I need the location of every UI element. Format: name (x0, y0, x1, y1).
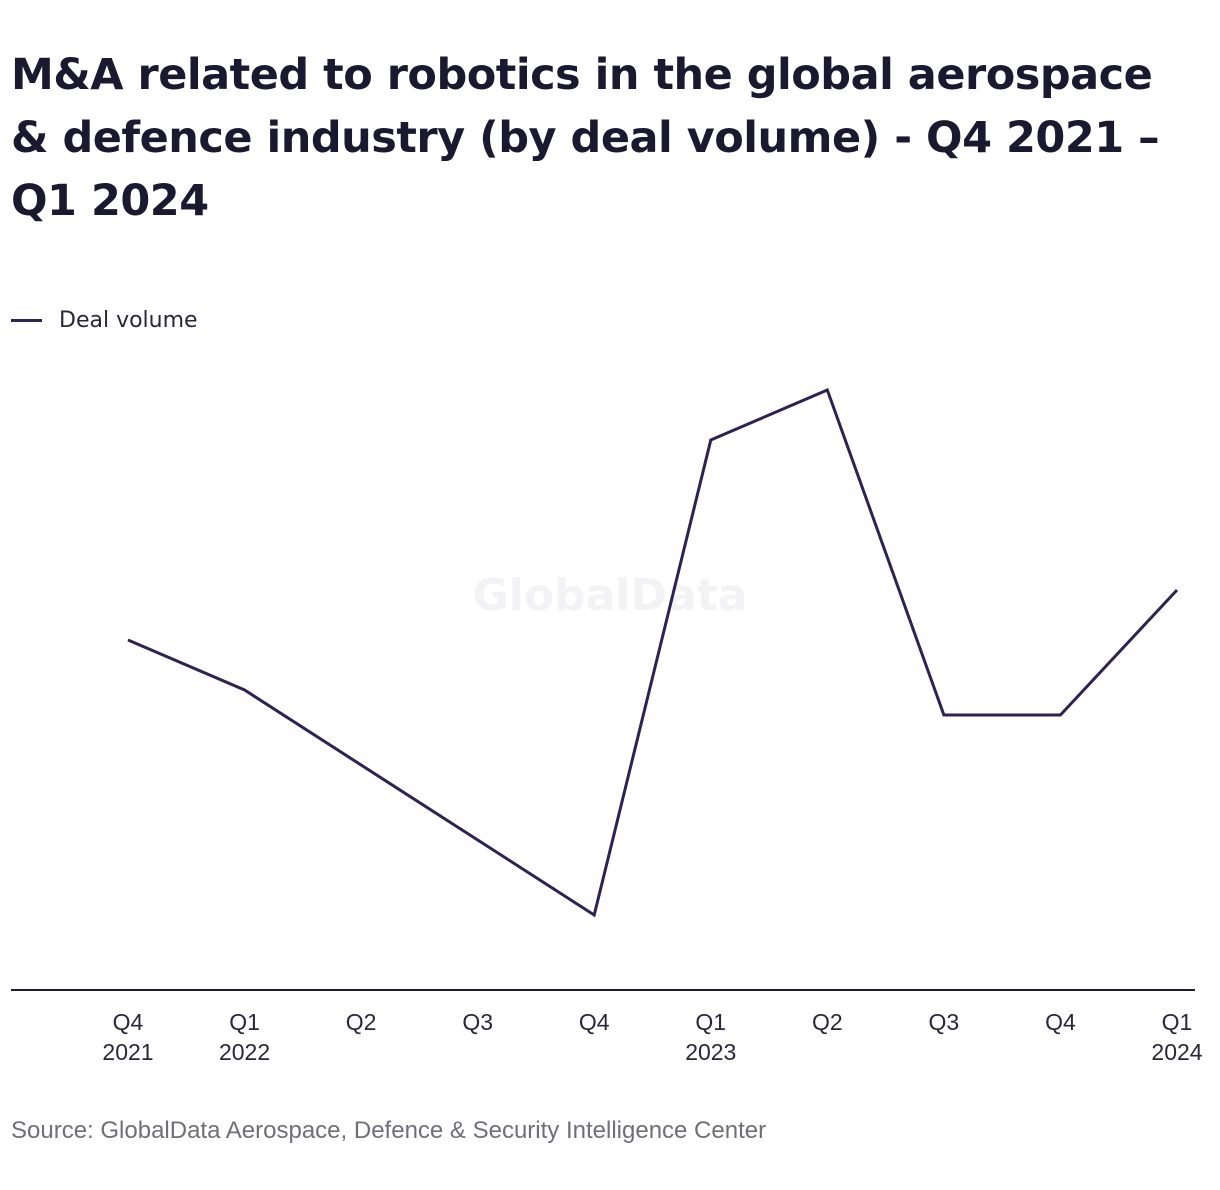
x-tick-label: Q3 (929, 1009, 960, 1035)
x-tick-label: 2021 (102, 1039, 153, 1065)
data-point (472, 834, 484, 846)
legend-swatch-deal-volume (11, 319, 42, 322)
data-point (122, 634, 134, 646)
legend-label-deal-volume: Deal volume (59, 308, 198, 333)
x-tick-label: Q1 (229, 1009, 260, 1035)
x-tick-label: Q1 (695, 1009, 726, 1035)
x-tick-label: Q4 (1045, 1009, 1076, 1035)
x-tick-label: Q4 (579, 1009, 610, 1035)
legend: Deal volume (11, 308, 198, 333)
data-point (705, 434, 717, 446)
source-note: Source: GlobalData Aerospace, Defence & … (11, 1117, 767, 1144)
series-line-deal-volume (127, 387, 1179, 918)
data-point (938, 709, 950, 721)
chart-title: M&A related to robotics in the global ae… (11, 50, 1160, 226)
x-tick-label: Q2 (346, 1009, 377, 1035)
watermark: GlobalData (473, 570, 748, 621)
x-tick-labels: Q4 2021 Q1 2022 Q2 Q3 Q4 Q1 2023 Q2 Q3 Q4 Q1 2024 (102, 1009, 1202, 1065)
data-point (239, 684, 251, 696)
data-point (588, 909, 600, 921)
series-deal-volume (122, 384, 1183, 921)
x-tick-label: Q3 (462, 1009, 493, 1035)
x-tick-label: 2024 (1151, 1039, 1202, 1065)
data-point (821, 384, 833, 396)
data-point (355, 759, 367, 771)
x-tick-label: 2022 (219, 1039, 270, 1065)
x-tick-label: Q4 (113, 1009, 144, 1035)
data-point (1171, 584, 1183, 596)
x-tick-label: Q2 (812, 1009, 843, 1035)
x-tick-label: Q1 (1162, 1009, 1193, 1035)
x-tick-label: 2023 (685, 1039, 736, 1065)
data-point (1054, 709, 1066, 721)
